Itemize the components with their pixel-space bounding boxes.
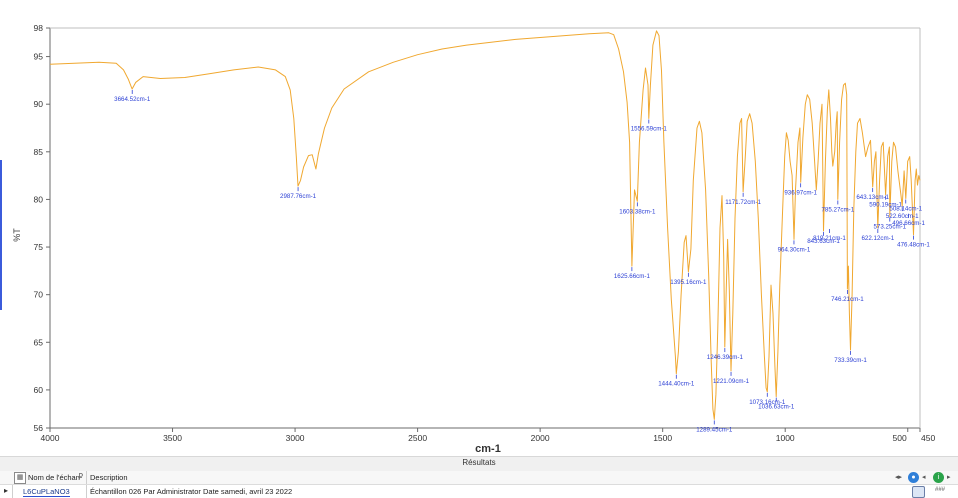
info-icon[interactable]: i bbox=[933, 472, 944, 483]
y-tick-label: 56 bbox=[34, 423, 44, 433]
column-divider bbox=[86, 485, 87, 498]
x-tick-label: 3000 bbox=[286, 433, 305, 443]
peak-label: 1246.39cm-1 bbox=[707, 354, 744, 361]
peak-label: 1073.16cm-1 bbox=[749, 399, 786, 406]
x-tick-label: 3500 bbox=[163, 433, 182, 443]
peak-label: 496.66cm-1 bbox=[892, 220, 925, 227]
description-cell: Échantillon 026 Par Administrator Date s… bbox=[90, 487, 293, 496]
peak-label: 590.19cm-1 bbox=[869, 202, 902, 209]
spectrum-line bbox=[49, 30, 921, 420]
x-tick-label: 1000 bbox=[776, 433, 795, 443]
y-axis-label: %T bbox=[12, 228, 22, 242]
peak-label: 1556.59cm-1 bbox=[631, 125, 668, 132]
peak-label: 1171.72cm-1 bbox=[725, 199, 761, 206]
peak-label: 1036.63cm-1 bbox=[758, 404, 795, 411]
results-bar[interactable]: Résultats bbox=[0, 456, 958, 472]
y-tick-label: 65 bbox=[34, 337, 44, 347]
y-tick-label: 70 bbox=[34, 290, 44, 300]
y-tick-label: 90 bbox=[34, 99, 44, 109]
peak-label: 643.13cm-1 bbox=[856, 194, 889, 201]
arrow-right-icon[interactable]: ▸ bbox=[947, 474, 951, 481]
collapse-left-arrow-icon[interactable]: ◂▸ bbox=[895, 474, 903, 481]
peak-label: 1625.66cm-1 bbox=[614, 273, 651, 280]
left-edge-marker bbox=[0, 160, 2, 310]
arrow-icon[interactable]: ◂ bbox=[922, 474, 926, 481]
peak-label: 622.12cm-1 bbox=[861, 235, 894, 242]
results-table-row[interactable]: ▸ L6CuPLaNO3 Échantillon 026 Par Adminis… bbox=[0, 485, 958, 498]
x-tick-label: 1500 bbox=[653, 433, 672, 443]
peak-label: 819.21cm-1 bbox=[813, 235, 846, 242]
table-settings-icon[interactable]: ▦ bbox=[14, 472, 26, 484]
y-tick-label: 95 bbox=[34, 52, 44, 62]
peak-label: 936.97cm-1 bbox=[784, 189, 817, 196]
results-table-header: ▦ Nom de l'échan ₽ Description ◂▸ ● ◂ i … bbox=[0, 471, 958, 485]
peak-label: 843.63cm-1 bbox=[807, 238, 840, 245]
y-tick-label: 85 bbox=[34, 147, 44, 157]
sample-name-underline bbox=[23, 496, 70, 497]
peak-label: 1444.40cm-1 bbox=[658, 381, 695, 388]
peak-label: 1221.09cm-1 bbox=[713, 378, 750, 385]
results-label: Résultats bbox=[462, 458, 496, 467]
peak-label: 733.39cm-1 bbox=[834, 357, 867, 364]
peak-label: 522.60cm-1 bbox=[886, 213, 919, 220]
y-tick-label: 75 bbox=[34, 242, 44, 252]
peak-label: 1603.38cm-1 bbox=[619, 208, 656, 215]
peak-label: 3664.52cm-1 bbox=[114, 96, 151, 103]
y-tick-label: 80 bbox=[34, 194, 44, 204]
column-header-description[interactable]: Description bbox=[90, 473, 128, 482]
row-divider bbox=[12, 485, 13, 498]
y-tick-label: 98 bbox=[34, 23, 44, 33]
x-tick-label: 2000 bbox=[531, 433, 550, 443]
peak-label: 785.27cm-1 bbox=[821, 206, 854, 213]
peak-label: 2987.76cm-1 bbox=[280, 193, 317, 200]
ir-spectrum-chart: 98 95 90 85 80 75 70 65 60 56 4000 3500 3000 2500 2000… bbox=[12, 23, 935, 455]
row-pointer-icon: ▸ bbox=[4, 486, 9, 495]
peak-label: 508.14cm-1 bbox=[889, 205, 922, 212]
footer-value: ### bbox=[935, 487, 946, 493]
peak-label: 964.30cm-1 bbox=[778, 246, 811, 253]
sample-name-cell[interactable]: L6CuPLaNO3 bbox=[23, 487, 70, 496]
x-tick-label: 2500 bbox=[408, 433, 427, 443]
peak-label: 476.48cm-1 bbox=[897, 242, 930, 249]
globe-icon[interactable]: ● bbox=[908, 472, 919, 483]
y-tick-label: 60 bbox=[34, 385, 44, 395]
save-icon[interactable] bbox=[912, 486, 925, 498]
peak-label: 1395.16cm-1 bbox=[670, 279, 707, 286]
x-axis-label: cm-1 bbox=[475, 443, 501, 455]
pin-icon[interactable]: ₽ bbox=[78, 472, 84, 481]
peak-label: 573.25cm-1 bbox=[873, 224, 906, 231]
column-divider[interactable] bbox=[86, 471, 87, 484]
peak-label: 1289.45cm-1 bbox=[696, 426, 733, 433]
column-header-sample-name[interactable]: Nom de l'échan bbox=[28, 473, 80, 482]
peak-label: 746.21cm-1 bbox=[831, 296, 864, 303]
x-tick-label: 4000 bbox=[41, 433, 60, 443]
x-tick-label: 500 bbox=[893, 433, 907, 443]
x-tick-label: 450 bbox=[921, 433, 935, 443]
